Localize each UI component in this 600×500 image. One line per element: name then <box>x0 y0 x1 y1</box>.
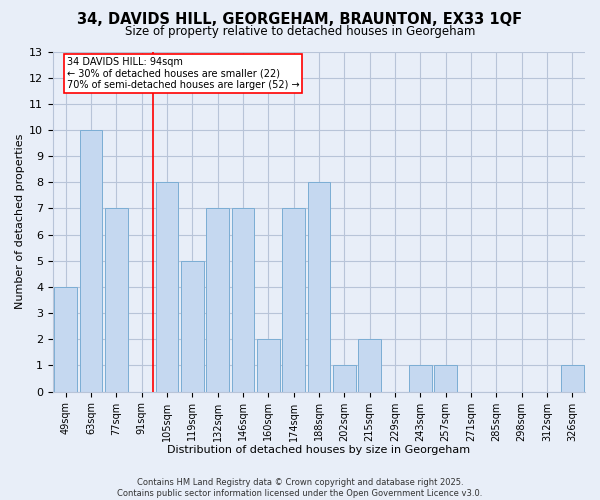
Y-axis label: Number of detached properties: Number of detached properties <box>15 134 25 309</box>
Bar <box>155 182 178 392</box>
Bar <box>80 130 103 392</box>
Bar <box>333 366 356 392</box>
Bar <box>308 182 331 392</box>
Text: Size of property relative to detached houses in Georgeham: Size of property relative to detached ho… <box>125 25 475 38</box>
Bar <box>561 366 584 392</box>
Bar <box>434 366 457 392</box>
Text: 34 DAVIDS HILL: 94sqm
← 30% of detached houses are smaller (22)
70% of semi-deta: 34 DAVIDS HILL: 94sqm ← 30% of detached … <box>67 56 299 90</box>
Bar <box>257 340 280 392</box>
X-axis label: Distribution of detached houses by size in Georgeham: Distribution of detached houses by size … <box>167 445 470 455</box>
Bar <box>282 208 305 392</box>
Bar <box>181 261 204 392</box>
Bar <box>358 340 381 392</box>
Bar <box>54 287 77 392</box>
Bar <box>206 208 229 392</box>
Bar <box>409 366 432 392</box>
Text: Contains HM Land Registry data © Crown copyright and database right 2025.
Contai: Contains HM Land Registry data © Crown c… <box>118 478 482 498</box>
Bar <box>232 208 254 392</box>
Bar <box>105 208 128 392</box>
Text: 34, DAVIDS HILL, GEORGEHAM, BRAUNTON, EX33 1QF: 34, DAVIDS HILL, GEORGEHAM, BRAUNTON, EX… <box>77 12 523 28</box>
